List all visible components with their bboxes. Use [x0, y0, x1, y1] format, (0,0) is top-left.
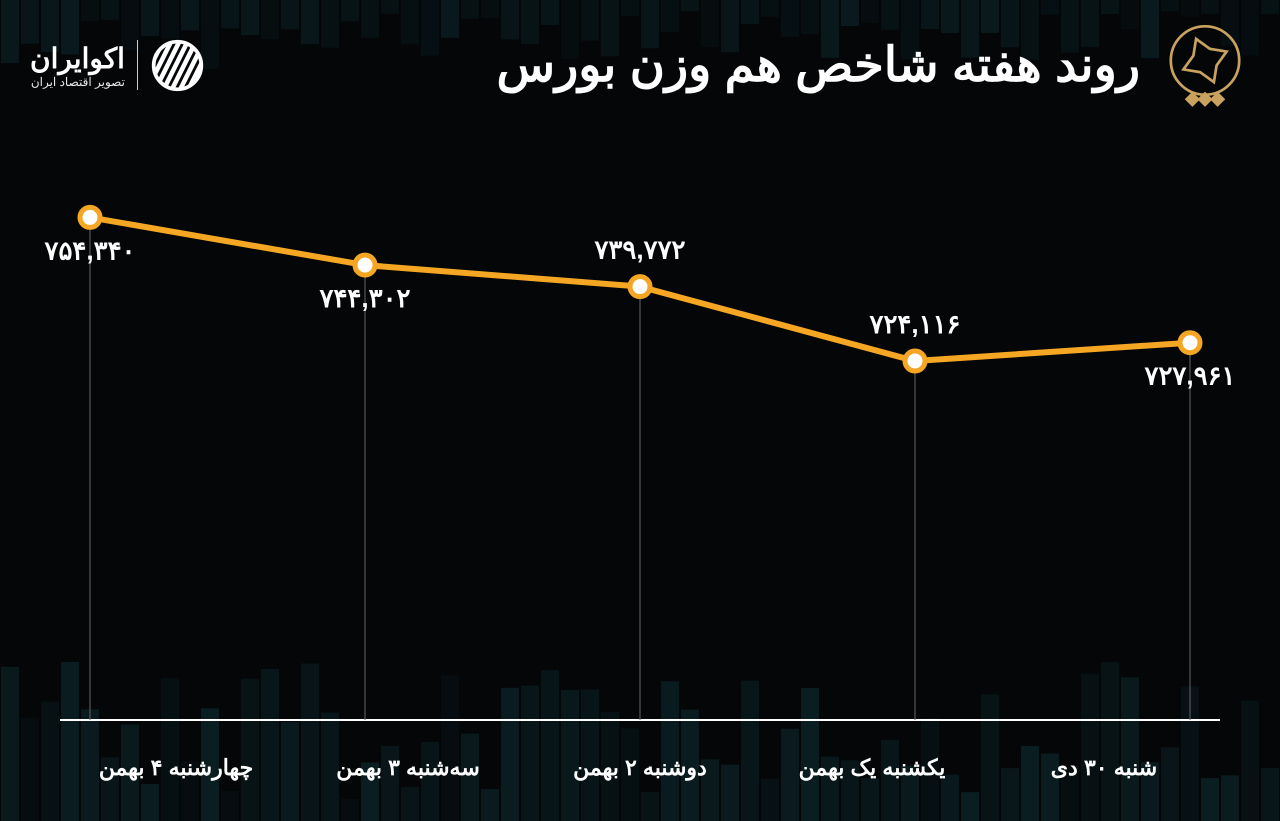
data-value-label: ۷۴۴,۳۰۲ [318, 283, 410, 313]
brand-sub: تصویر اقتصاد ایران [31, 75, 125, 89]
x-axis-label: یکشنبه یک بهمن [756, 755, 988, 781]
brand-logo-icon [150, 38, 205, 93]
header: روند هفته شاخص هم وزن بورس اکوایران تصوی… [30, 20, 1250, 110]
brand-main: اکوایران [30, 42, 125, 75]
x-axis-label: سه‌شنبه ۳ بهمن [292, 755, 524, 781]
x-axis-labels: شنبه ۳۰ دییکشنبه یک بهمندوشنبه ۲ بهمنسه‌… [60, 755, 1220, 781]
title-area: روند هفته شاخص هم وزن بورس [496, 20, 1250, 110]
brand-text: اکوایران تصویر اقتصاد ایران [30, 42, 125, 89]
chart-svg: ۷۵۴,۳۴۰۷۴۴,۳۰۲۷۳۹,۷۷۲۷۲۴,۱۱۶۷۲۷,۹۶۱ [60, 180, 1220, 721]
x-axis-label: شنبه ۳۰ دی [988, 755, 1220, 781]
brand-divider [137, 40, 138, 90]
chart-title: روند هفته شاخص هم وزن بورس [496, 37, 1140, 93]
chart-plot-area: ۷۵۴,۳۴۰۷۴۴,۳۰۲۷۳۹,۷۷۲۷۲۴,۱۱۶۷۲۷,۹۶۱ [60, 180, 1220, 721]
data-point [905, 351, 925, 371]
data-point [630, 277, 650, 297]
x-axis-label: چهارشنبه ۴ بهمن [60, 755, 292, 781]
data-point [355, 255, 375, 275]
brand-block: اکوایران تصویر اقتصاد ایران [30, 38, 205, 93]
data-point [1180, 333, 1200, 353]
data-value-label: ۷۵۴,۳۴۰ [43, 235, 135, 265]
data-value-label: ۷۳۹,۷۷۲ [593, 235, 685, 265]
x-axis-label: دوشنبه ۲ بهمن [524, 755, 756, 781]
data-value-label: ۷۲۷,۹۶۱ [1143, 361, 1235, 391]
data-value-label: ۷۲۴,۱۱۶ [868, 309, 960, 339]
data-point [80, 207, 100, 227]
chart-canvas: روند هفته شاخص هم وزن بورس اکوایران تصوی… [0, 0, 1280, 821]
seal-icon [1160, 20, 1250, 110]
